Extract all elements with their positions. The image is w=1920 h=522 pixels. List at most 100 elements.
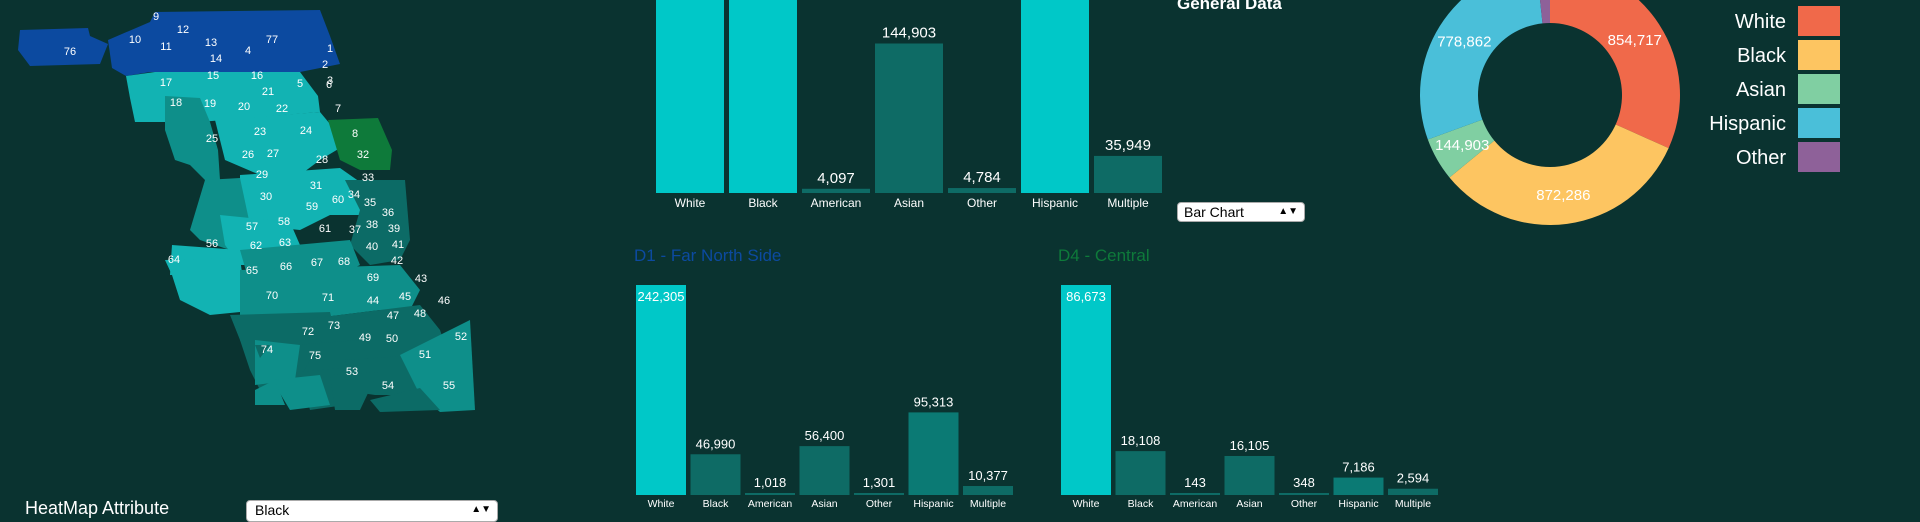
bar-value-label: 144,903 bbox=[882, 24, 936, 41]
map-region[interactable] bbox=[330, 372, 378, 410]
map-area-label: 10 bbox=[129, 34, 141, 46]
legend-label: Asian bbox=[1736, 79, 1786, 101]
legend-swatch bbox=[1798, 74, 1840, 104]
map-area-label: 9 bbox=[153, 11, 159, 23]
map-area-label: 4 bbox=[245, 45, 251, 57]
map-area-label: 52 bbox=[455, 331, 467, 343]
bar-asian[interactable] bbox=[799, 446, 850, 495]
map-area-label: 35 bbox=[364, 197, 376, 209]
donut-slice-white[interactable] bbox=[1550, 0, 1680, 149]
map-area-label: 55 bbox=[443, 380, 455, 392]
map-region[interactable] bbox=[18, 28, 108, 66]
map-area-label: 62 bbox=[250, 240, 262, 252]
map-area-label: 39 bbox=[388, 223, 400, 235]
bar-multiple[interactable] bbox=[1388, 488, 1438, 495]
map-area-label: 48 bbox=[414, 308, 426, 320]
bar-value-label: 10,377 bbox=[968, 468, 1008, 483]
bar-value-label: 2,594 bbox=[1397, 471, 1430, 486]
donut-slice-hispanic[interactable] bbox=[1420, 0, 1543, 140]
map-area-label: 66 bbox=[280, 261, 292, 273]
donut-slice-other[interactable] bbox=[1536, 0, 1550, 24]
map-region[interactable] bbox=[255, 345, 270, 358]
bar-value-label: 7,186 bbox=[1342, 460, 1375, 475]
map-region[interactable] bbox=[165, 96, 220, 180]
x-tick-label: White bbox=[648, 498, 675, 510]
legend-label: Other bbox=[1736, 147, 1786, 169]
map-region[interactable] bbox=[108, 10, 340, 76]
map-area-label: 29 bbox=[256, 169, 268, 181]
bar-value-label: 143 bbox=[1184, 475, 1206, 490]
map-area-label: 57 bbox=[246, 221, 258, 233]
bar-hispanic[interactable] bbox=[1021, 0, 1089, 193]
bar-white[interactable] bbox=[636, 285, 686, 495]
map-area-label: 68 bbox=[338, 256, 350, 268]
map-area-label: 15 bbox=[207, 70, 219, 82]
map-area-label: 61 bbox=[319, 223, 331, 235]
map-region[interactable] bbox=[272, 375, 330, 410]
bar-american[interactable] bbox=[745, 493, 795, 495]
heatmap-attribute-select[interactable]: Black ▲▼ bbox=[246, 500, 498, 522]
x-tick-label: American bbox=[748, 498, 793, 510]
map-region[interactable] bbox=[240, 168, 365, 230]
bar-value-label: 16,105 bbox=[1230, 438, 1270, 453]
map-area-label: 58 bbox=[278, 216, 290, 228]
map-area-label: 18 bbox=[170, 97, 182, 109]
map-area-label: 34 bbox=[348, 189, 360, 201]
bar-american[interactable] bbox=[802, 188, 870, 193]
bar-multiple[interactable] bbox=[1094, 155, 1162, 193]
map-area-label: 14 bbox=[210, 53, 222, 65]
bar-value-label: 86,673 bbox=[1066, 289, 1106, 304]
map-area-label: 50 bbox=[386, 333, 398, 345]
bar-other[interactable] bbox=[948, 188, 1016, 193]
bar-other[interactable] bbox=[1279, 493, 1329, 495]
select-arrows-icon: ▲▼ bbox=[1278, 206, 1298, 217]
bar-white[interactable] bbox=[1061, 285, 1111, 495]
map-area-label: 63 bbox=[279, 237, 291, 249]
bar-hispanic[interactable] bbox=[908, 412, 959, 495]
population-donut-chart: 854,717872,286144,903778,86244,830WhiteB… bbox=[1420, 0, 1840, 226]
map-area-label: 2 bbox=[322, 59, 328, 71]
map-region[interactable] bbox=[328, 118, 392, 170]
map-region[interactable] bbox=[370, 388, 440, 412]
map-area-label: 74 bbox=[261, 344, 273, 356]
map-region[interactable] bbox=[255, 340, 300, 385]
map-area-label: 32 bbox=[357, 149, 369, 161]
map-region[interactable] bbox=[240, 265, 420, 320]
x-tick-label: Black bbox=[1128, 498, 1154, 510]
map-area-label: 46 bbox=[438, 295, 450, 307]
map-region[interactable] bbox=[345, 180, 410, 265]
bar-black[interactable] bbox=[729, 0, 797, 193]
map-area-label: 25 bbox=[206, 133, 218, 145]
legend-swatch bbox=[1798, 108, 1840, 138]
bar-value-label: 56,400 bbox=[805, 428, 845, 443]
map-area-label: 41 bbox=[392, 239, 404, 251]
bar-black[interactable] bbox=[690, 454, 741, 495]
map-area-label: 75 bbox=[309, 350, 321, 362]
bar-white[interactable] bbox=[656, 0, 724, 193]
map-region[interactable] bbox=[165, 258, 245, 315]
map-area-label: 47 bbox=[387, 310, 399, 322]
bar-other[interactable] bbox=[854, 493, 904, 495]
map-region[interactable] bbox=[255, 380, 285, 405]
map-area-label: 72 bbox=[302, 326, 314, 338]
map-area-label: 1 bbox=[327, 43, 333, 55]
x-tick-label: Asian bbox=[1236, 498, 1262, 510]
bar-black[interactable] bbox=[1115, 451, 1166, 495]
map-region[interactable] bbox=[215, 112, 340, 175]
bar-multiple[interactable] bbox=[963, 486, 1013, 495]
map-area-label: 70 bbox=[266, 290, 278, 302]
map-area-label: 36 bbox=[382, 207, 394, 219]
x-tick-label: Hispanic bbox=[1032, 196, 1078, 210]
bar-american[interactable] bbox=[1170, 493, 1220, 495]
map-area-label: 40 bbox=[366, 241, 378, 253]
legend-label: Hispanic bbox=[1709, 113, 1786, 135]
bar-asian[interactable] bbox=[1224, 455, 1275, 495]
legend-swatch bbox=[1798, 40, 1840, 70]
bar-hispanic[interactable] bbox=[1333, 477, 1384, 495]
chart-type-select[interactable]: Bar Chart ▲▼ bbox=[1177, 202, 1305, 222]
bar-value-label: 4,784 bbox=[963, 169, 1001, 186]
donut-slice-asian[interactable] bbox=[1427, 119, 1495, 178]
donut-slice-black[interactable] bbox=[1449, 124, 1669, 226]
bar-asian[interactable] bbox=[875, 43, 943, 193]
